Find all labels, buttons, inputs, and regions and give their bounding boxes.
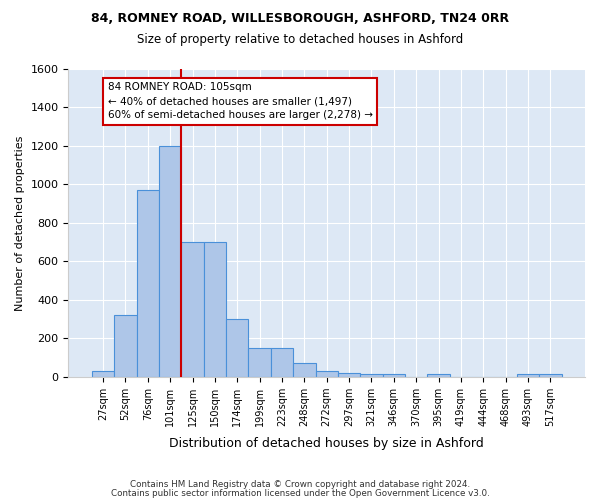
Bar bbox=[114, 315, 137, 376]
Text: 84, ROMNEY ROAD, WILLESBOROUGH, ASHFORD, TN24 0RR: 84, ROMNEY ROAD, WILLESBOROUGH, ASHFORD,… bbox=[91, 12, 509, 26]
Y-axis label: Number of detached properties: Number of detached properties bbox=[15, 135, 25, 310]
Bar bbox=[517, 374, 539, 376]
Text: 84 ROMNEY ROAD: 105sqm
← 40% of detached houses are smaller (1,497)
60% of semi-: 84 ROMNEY ROAD: 105sqm ← 40% of detached… bbox=[107, 82, 373, 120]
X-axis label: Distribution of detached houses by size in Ashford: Distribution of detached houses by size … bbox=[169, 437, 484, 450]
Bar bbox=[248, 348, 271, 376]
Text: Size of property relative to detached houses in Ashford: Size of property relative to detached ho… bbox=[137, 32, 463, 46]
Bar bbox=[271, 348, 293, 376]
Bar bbox=[181, 242, 204, 376]
Bar bbox=[137, 190, 159, 376]
Text: Contains public sector information licensed under the Open Government Licence v3: Contains public sector information licen… bbox=[110, 488, 490, 498]
Bar bbox=[293, 363, 316, 376]
Text: Contains HM Land Registry data © Crown copyright and database right 2024.: Contains HM Land Registry data © Crown c… bbox=[130, 480, 470, 489]
Bar bbox=[159, 146, 181, 376]
Bar bbox=[226, 319, 248, 376]
Bar bbox=[92, 371, 114, 376]
Bar bbox=[427, 374, 450, 376]
Bar bbox=[383, 374, 405, 376]
Bar bbox=[539, 374, 562, 376]
Bar bbox=[338, 373, 360, 376]
Bar bbox=[360, 374, 383, 376]
Bar bbox=[316, 371, 338, 376]
Bar bbox=[204, 242, 226, 376]
